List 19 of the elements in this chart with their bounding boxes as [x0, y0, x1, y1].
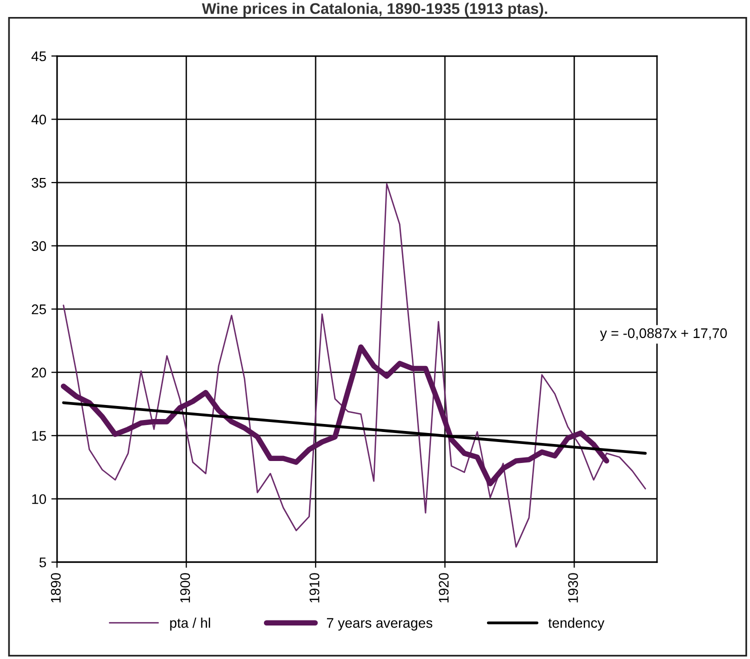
x-tick-label: 1890 [50, 573, 61, 602]
legend-label: tendency [548, 618, 604, 631]
y-tick-label: 35 [32, 178, 46, 188]
y-tick-label: 15 [32, 431, 46, 441]
x-tick-label: 1900 [180, 573, 190, 602]
y-tick-label: 25 [32, 304, 46, 314]
y-tick-label: 10 [32, 494, 46, 504]
x-tick-label: 1930 [568, 573, 578, 602]
y-tick-label: 40 [31, 114, 46, 124]
legend-label: 7 years averages [326, 618, 432, 631]
y-tick-label: 45 [31, 51, 46, 62]
x-tick-label: 1920 [438, 573, 449, 602]
chart-title: Wine prices in Catalonia, 1890-1935 (1913 ptas). [202, 2, 548, 18]
annotation: y = -0,0887x + 17,70 [600, 328, 727, 341]
y-tick-label: 5 [39, 558, 46, 568]
legend-label: pta / hl [170, 618, 210, 631]
x-tick-label: 1910 [310, 573, 320, 602]
y-tick-label: 20 [32, 368, 46, 378]
y-tick-label: 30 [32, 241, 46, 251]
